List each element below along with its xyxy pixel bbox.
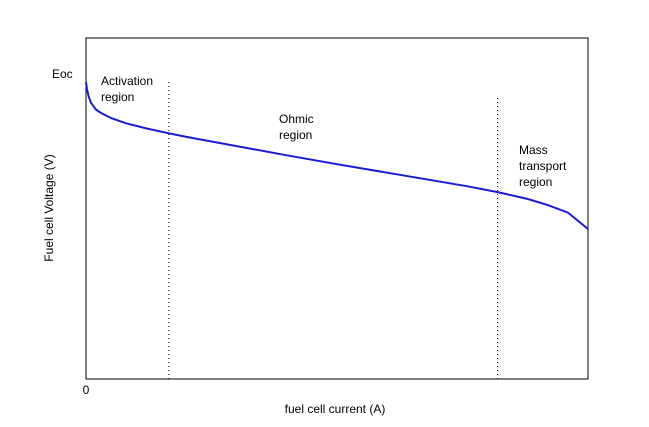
annotation-activation-region: Activation region [101, 74, 156, 104]
annotation-activation-line-1: Activation [101, 74, 153, 88]
y-axis-label: Fuel cell Voltage (V) [42, 154, 56, 261]
plot-frame [85, 37, 589, 380]
annotation-ohmic-line-1: Ohmic [279, 112, 314, 126]
series-line-voltage [85, 82, 589, 230]
annotation-mass-line-2: transport [519, 159, 567, 173]
annotation-mass-line-1: Mass [519, 143, 548, 157]
x-axis-label: fuel cell current (A) [285, 402, 386, 416]
annotation-mass-line-3: region [519, 175, 552, 189]
region-dividers [168, 82, 499, 379]
annotation-activation-line-2: region [101, 90, 134, 104]
annotation-mass-transport-region: Mass transport region [519, 143, 570, 189]
x-tick-label-zero: 0 [83, 383, 90, 397]
annotation-ohmic-region: Ohmic region [279, 112, 317, 142]
annotation-ohmic-line-2: region [279, 128, 312, 142]
y-tick-label-eoc: Eoc [52, 67, 73, 81]
